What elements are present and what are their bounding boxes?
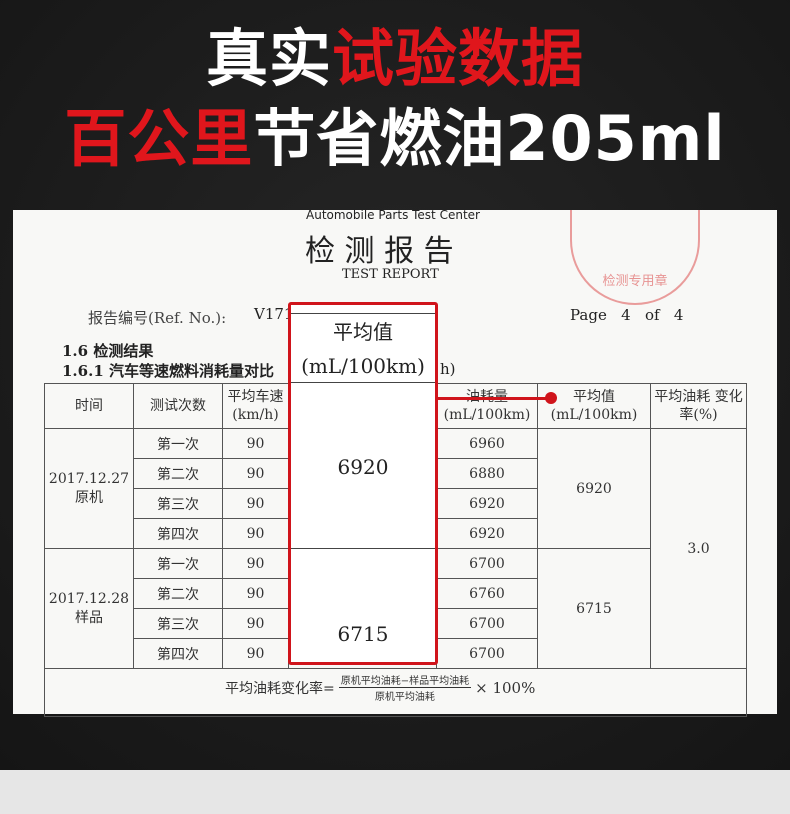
highlight-value-sample: 6715 bbox=[337, 622, 389, 646]
formula-fraction: 原机平均油耗−样品平均油耗原机平均油耗 bbox=[338, 672, 472, 703]
speed-cell: 90 bbox=[222, 518, 289, 549]
table-row: 2017.12.27 原机 第一次 90 6960 6920 3.0 bbox=[44, 428, 747, 669]
average-cell: 6715 bbox=[537, 548, 651, 669]
fuel-cell: 6920 bbox=[436, 488, 538, 519]
fuel-cell: 6760 bbox=[436, 578, 538, 609]
speed-cell: 90 bbox=[222, 458, 289, 489]
divider bbox=[291, 313, 435, 314]
trial-cell: 第三次 bbox=[133, 488, 223, 519]
fuel-cell: 6700 bbox=[436, 608, 538, 639]
divider bbox=[291, 382, 435, 383]
date-cell: 2017.12.28 样品 bbox=[44, 548, 134, 669]
header-cell: 时间 bbox=[44, 383, 134, 429]
highlight-connector-line bbox=[438, 397, 550, 400]
trial-cell: 第一次 bbox=[133, 548, 223, 579]
trial-cell: 第二次 bbox=[133, 458, 223, 489]
speed-cell: 90 bbox=[222, 428, 289, 459]
subsection-tail: h) bbox=[440, 360, 456, 378]
headline-red: 试验数据 bbox=[332, 22, 585, 95]
fuel-cell: 6700 bbox=[436, 548, 538, 579]
subsection-heading: 1.6.1 汽车等速燃料消耗量对比 bbox=[62, 362, 274, 380]
report-title-cn: 检 测 报 告 bbox=[305, 234, 454, 269]
trial-cell: 第四次 bbox=[133, 518, 223, 549]
speed-cell: 90 bbox=[222, 638, 289, 669]
formula-left: 平均油耗变化率= bbox=[225, 680, 335, 697]
headline-line1: 真实试验数据 bbox=[0, 24, 790, 94]
fuel-cell: 6700 bbox=[436, 638, 538, 669]
highlight-value-original: 6920 bbox=[337, 455, 389, 479]
fuel-cell: 6960 bbox=[436, 428, 538, 459]
change-rate-formula: 平均油耗变化率= 原机平均油耗−样品平均油耗原机平均油耗 × 100% bbox=[225, 672, 535, 703]
headline-red: 百公里 bbox=[64, 102, 254, 175]
ref-label: 报告编号(Ref. No.): bbox=[88, 309, 227, 327]
section-heading: 1.6 检测结果 bbox=[62, 342, 154, 360]
speed-cell: 90 bbox=[222, 548, 289, 579]
divider bbox=[291, 548, 435, 549]
highlight-label: 平均值 bbox=[333, 320, 393, 344]
trial-cell: 第三次 bbox=[133, 608, 223, 639]
speed-cell: 90 bbox=[222, 608, 289, 639]
highlight-connector-dot bbox=[545, 392, 557, 404]
change-rate-cell: 3.0 bbox=[650, 428, 747, 669]
header-cell: 油耗量 (mL/100km) bbox=[436, 383, 538, 429]
highlight-unit: (mL/100km) bbox=[301, 354, 425, 378]
header-cell: 平均值 (mL/100km) bbox=[537, 383, 651, 429]
fuel-cell: 6920 bbox=[436, 518, 538, 549]
date-cell: 2017.12.27 原机 bbox=[44, 428, 134, 549]
speed-cell: 90 bbox=[222, 578, 289, 609]
ref-value: V171 bbox=[254, 305, 294, 323]
fuel-cell: 6880 bbox=[436, 458, 538, 489]
page-number: Page 4 of 4 bbox=[570, 306, 684, 324]
headline-line2: 百公里节省燃油205ml bbox=[0, 104, 790, 174]
average-cell: 6920 bbox=[537, 428, 651, 549]
header-cell: 平均油耗 变化率(%) bbox=[650, 383, 747, 429]
trial-cell: 第四次 bbox=[133, 638, 223, 669]
formula-right: × 100% bbox=[475, 678, 536, 697]
formula-denominator: 原机平均油耗 bbox=[374, 692, 435, 703]
center-name: Automobile Parts Test Center bbox=[306, 208, 480, 222]
highlight-header: 平均值 (mL/100km) bbox=[291, 315, 435, 383]
average-value-highlight: 平均值 (mL/100km) 6920 6715 bbox=[288, 302, 438, 665]
stamp-text: 检测专用章 bbox=[602, 274, 668, 289]
header-cell: 测试次数 bbox=[133, 383, 223, 429]
formula-numerator: 原机平均油耗−样品平均油耗 bbox=[338, 672, 472, 688]
formula-row bbox=[44, 668, 747, 717]
bottom-strip bbox=[0, 770, 790, 814]
trial-cell: 第一次 bbox=[133, 428, 223, 459]
trial-cell: 第二次 bbox=[133, 578, 223, 609]
speed-cell: 90 bbox=[222, 488, 289, 519]
headline-white: 节省燃油205ml bbox=[253, 102, 726, 175]
headline-white: 真实 bbox=[205, 22, 332, 95]
report-title-en: TEST REPORT bbox=[342, 267, 439, 282]
header-cell: 平均车速 (km/h) bbox=[222, 383, 289, 429]
